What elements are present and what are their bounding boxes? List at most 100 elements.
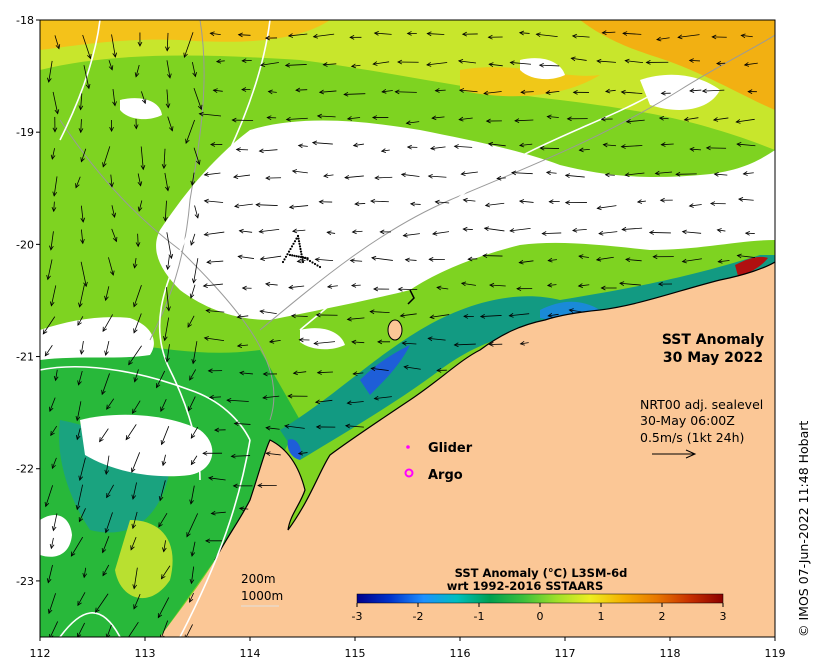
current-arrow	[44, 345, 53, 357]
current-arrow	[454, 343, 476, 346]
current-arrow-head	[102, 571, 107, 577]
current-arrow-head	[259, 309, 265, 315]
current-arrow-head	[349, 258, 355, 264]
current-arrow	[161, 565, 171, 579]
current-arrow-head	[95, 607, 100, 613]
current-arrow	[288, 33, 308, 37]
current-arrow	[108, 60, 113, 70]
current-arrow-head	[49, 245, 54, 251]
glider-track	[281, 234, 322, 269]
current-arrow-head	[712, 117, 719, 122]
current-arrow	[227, 399, 249, 402]
current-arrow-head	[602, 142, 608, 148]
current-arrow	[83, 567, 87, 578]
current-arrow	[291, 315, 308, 317]
current-arrow	[371, 257, 393, 261]
current-arrow	[238, 255, 255, 259]
current-arrow-head	[736, 142, 742, 147]
current-arrow	[519, 32, 530, 34]
current-arrow-head	[165, 103, 171, 109]
contour-shelf	[259, 34, 775, 331]
current-arrow	[713, 117, 729, 121]
current-arrow	[483, 91, 502, 94]
current-arrow	[542, 232, 562, 235]
current-arrow-head	[488, 62, 494, 67]
current-arrow-head	[262, 395, 268, 400]
glider-track-point	[299, 247, 302, 251]
current-arrow	[50, 537, 54, 549]
current-arrow	[213, 89, 223, 92]
current-arrow-head	[189, 579, 195, 585]
current-arrow	[105, 512, 113, 533]
x-axis: 112 113 114 115 116 117 118 119	[30, 637, 786, 660]
current-arrow-head	[349, 35, 355, 40]
map-title-line1: SST Anomaly	[662, 332, 764, 348]
current-arrow	[347, 117, 361, 120]
current-arrow-head	[207, 368, 213, 374]
current-arrow-head	[701, 88, 707, 94]
current-arrow-head	[747, 89, 753, 94]
current-arrow-head	[80, 157, 85, 163]
current-arrow	[166, 287, 170, 311]
current-arrow	[344, 93, 366, 95]
current-arrow-head	[132, 408, 137, 414]
current-arrow	[572, 35, 590, 38]
current-arrow-head	[77, 632, 82, 637]
current-arrow-head	[620, 144, 626, 149]
current-arrow-head	[314, 257, 320, 262]
current-arrow-head	[427, 336, 433, 342]
current-arrow	[546, 171, 557, 174]
current-arrow-head	[232, 483, 238, 489]
current-arrow-head	[168, 126, 174, 132]
glider-track-point	[297, 255, 300, 258]
current-arrow	[659, 117, 669, 120]
current-arrow	[437, 286, 449, 290]
x-tick-label: 114	[240, 647, 261, 660]
map-title-line2: 30 May 2022	[663, 350, 763, 366]
current-arrow-head	[197, 104, 203, 111]
current-arrow	[239, 507, 249, 510]
current-arrow	[133, 313, 142, 333]
current-arrow-head	[430, 145, 436, 151]
current-arrow-head	[648, 230, 655, 235]
current-arrow-head	[436, 367, 442, 373]
current-arrow-head	[547, 257, 553, 263]
current-arrow-head	[49, 301, 55, 307]
current-arrow	[684, 117, 699, 121]
current-arrow	[351, 64, 361, 67]
current-arrow	[45, 485, 54, 507]
glider-track-point	[297, 240, 301, 243]
current-arrow	[323, 174, 334, 177]
current-arrow	[285, 64, 307, 66]
current-arrow-head	[237, 32, 243, 38]
no-data-regions	[40, 58, 775, 557]
current-arrow-head	[460, 281, 467, 287]
current-arrow	[162, 454, 166, 466]
argo-label: Argo	[428, 468, 463, 483]
current-arrow-head	[344, 174, 350, 180]
current-arrow	[231, 455, 251, 457]
current-arrow	[370, 311, 390, 314]
current-arrow-head	[50, 154, 56, 160]
current-arrow	[75, 176, 81, 188]
current-arrow-head	[191, 359, 197, 365]
current-arrow	[286, 117, 308, 120]
current-arrow	[572, 228, 587, 231]
current-arrow-head	[210, 142, 216, 147]
current-arrow-head	[400, 172, 407, 178]
current-arrow	[738, 198, 754, 201]
current-arrow	[689, 204, 702, 207]
current-arrow-head	[546, 282, 553, 288]
glider-track-point	[306, 258, 309, 261]
current-arrow-head	[87, 53, 92, 60]
current-arrow-head	[596, 58, 602, 64]
glider-track-point	[292, 242, 295, 245]
current-arrow-head	[311, 140, 318, 146]
current-arrow-head	[185, 138, 190, 145]
current-arrow-head	[44, 351, 50, 357]
glider-track-point	[297, 237, 300, 240]
current-arrow-head	[125, 638, 129, 642]
current-arrow	[166, 89, 169, 108]
current-arrow	[626, 119, 645, 123]
current-arrow	[353, 143, 364, 146]
